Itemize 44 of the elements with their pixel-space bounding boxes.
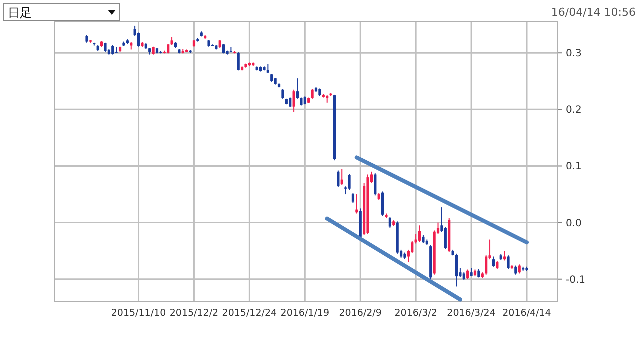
candlestick	[222, 44, 226, 54]
x-tick-label: 2016/2/9	[339, 308, 382, 319]
candlestick	[289, 97, 292, 108]
candlestick	[518, 264, 521, 274]
candlestick	[337, 170, 340, 188]
x-tick-label: 2015/12/24	[222, 308, 278, 319]
candlestick	[504, 250, 506, 262]
candlestick	[418, 225, 422, 243]
x-tick-label: 2016/1/19	[280, 308, 330, 319]
y-tick-label: 0.1	[566, 162, 582, 173]
x-tick-label: 2016/3/2	[394, 308, 438, 319]
candlestick	[485, 255, 488, 276]
x-tick-label: 2016/4/14	[502, 308, 552, 319]
candlestick	[411, 240, 414, 254]
x-tick-label: 2015/12/2	[170, 308, 219, 319]
candlestick	[348, 174, 351, 190]
candlestick	[455, 253, 458, 288]
candlestick	[507, 255, 510, 270]
candlestick	[340, 168, 344, 186]
candlestick	[444, 226, 447, 250]
candlestick	[112, 44, 114, 56]
candlestick	[374, 173, 377, 196]
candlestick	[514, 265, 518, 276]
y-tick-label: -0.1	[566, 274, 586, 286]
candlestick	[382, 191, 384, 217]
y-tick-label: 0.2	[566, 105, 582, 116]
candlestick	[388, 216, 392, 228]
candlestick	[137, 32, 140, 48]
text: 16/04/14 10:56	[551, 6, 636, 19]
candlestick	[352, 192, 355, 204]
x-tick-label: 2015/11/10	[111, 308, 166, 319]
candlestick	[282, 88, 284, 100]
candlestick	[104, 42, 107, 52]
candlestick	[266, 64, 270, 74]
candlestick	[466, 269, 470, 280]
candlestick	[237, 52, 240, 72]
text: 日足	[8, 6, 32, 20]
y-tick-label: 0.0	[566, 218, 582, 230]
candlestick	[311, 88, 314, 100]
x-tick-label: 2016/3/24	[447, 308, 496, 319]
candlestick	[292, 89, 296, 114]
candlestick	[492, 256, 496, 268]
y-tick-label: 0.3	[566, 48, 582, 60]
candlestick	[167, 44, 170, 54]
